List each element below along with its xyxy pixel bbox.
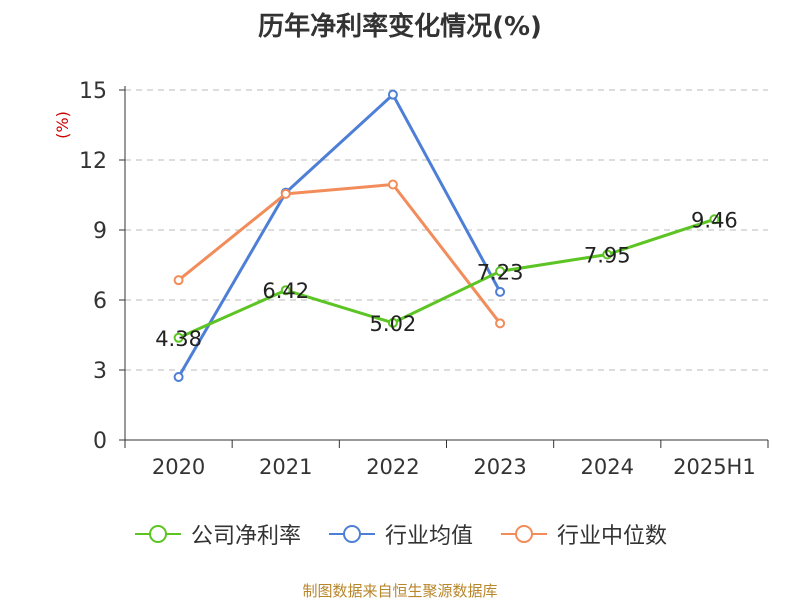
data-point xyxy=(280,285,291,296)
y-tick-label: 3 xyxy=(93,359,107,384)
x-tick-label: 2025H1 xyxy=(673,455,756,479)
data-point xyxy=(280,188,291,199)
legend-item-company[interactable]: 公司净利率 xyxy=(133,518,301,550)
x-tick-label: 2023 xyxy=(473,455,526,479)
legend-marker-industry-median-icon xyxy=(501,525,547,543)
data-label: 5.02 xyxy=(370,312,417,336)
data-point xyxy=(602,249,613,260)
data-label: 7.23 xyxy=(477,260,524,284)
legend-item-industry-avg[interactable]: 行业均值 xyxy=(327,518,473,550)
data-point xyxy=(495,318,506,329)
legend-marker-industry-avg-icon xyxy=(328,525,375,543)
data-label: 7.95 xyxy=(584,244,631,268)
legend-marker-company-icon xyxy=(134,525,181,543)
legend-label-industry-avg: 行业均值 xyxy=(384,524,473,549)
y-tick-label: 9 xyxy=(93,219,107,244)
data-label: 6.42 xyxy=(262,279,309,303)
data-point xyxy=(173,275,184,286)
data-point xyxy=(173,372,184,382)
y-tick-label: 0 xyxy=(93,429,107,454)
y-tick-label: 15 xyxy=(79,79,107,104)
series-line-0 xyxy=(177,217,715,340)
data-label: 9.46 xyxy=(691,208,738,232)
x-tick-label: 2024 xyxy=(581,455,634,479)
x-tick-label: 2022 xyxy=(366,455,419,479)
legend: 公司净利率 行业均值 行业中位数 xyxy=(0,518,800,550)
source-note: 制图数据来自恒生聚源数据库 xyxy=(302,582,498,600)
data-point xyxy=(387,179,398,190)
data-point xyxy=(387,89,398,100)
data-point xyxy=(387,317,398,328)
series-line-1 xyxy=(177,93,502,378)
x-tick-label: 2020 xyxy=(152,455,205,479)
data-point xyxy=(173,332,184,343)
series-line-2 xyxy=(177,183,502,325)
legend-item-industry-median[interactable]: 行业中位数 xyxy=(499,518,667,550)
chart-title: 历年净利率变化情况(%) xyxy=(258,12,542,42)
y-tick-label: 6 xyxy=(93,289,107,314)
legend-label-company: 公司净利率 xyxy=(190,524,301,549)
data-label: 4.38 xyxy=(155,327,202,351)
data-point xyxy=(495,266,506,277)
legend-label-industry-median: 行业中位数 xyxy=(557,524,668,549)
x-tick-label: 2021 xyxy=(259,455,312,479)
y-tick-label: 12 xyxy=(79,149,107,174)
data-point xyxy=(709,214,720,225)
y-axis-label: (%) xyxy=(53,111,72,139)
data-point xyxy=(495,286,506,297)
